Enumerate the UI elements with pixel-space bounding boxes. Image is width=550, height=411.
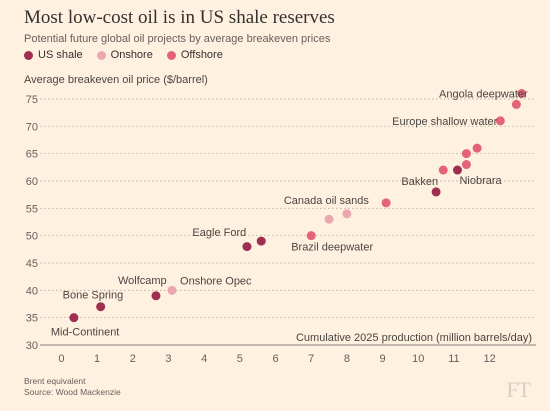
x-tick-label: 12 <box>483 353 495 365</box>
data-label: Europe shallow water <box>392 116 498 128</box>
data-points <box>69 88 527 323</box>
data-point <box>517 88 527 98</box>
data-label: Canada oil sands <box>284 195 370 207</box>
data-labels: Mid-Continent Bone Spring Wolfcamp Onshore … <box>51 88 528 338</box>
data-point <box>431 187 441 197</box>
y-tick-label: 50 <box>26 231 38 243</box>
x-tick-label: 1 <box>94 353 100 365</box>
onshore-swatch <box>96 50 106 60</box>
footnote-source: Source: Wood Mackenzie <box>24 387 121 397</box>
y-axis-label: Average breakeven oil price ($/barrel) <box>24 74 208 86</box>
y-tick-label: 65 <box>26 149 38 161</box>
x-tick-label: 5 <box>237 353 243 365</box>
data-point <box>167 285 177 295</box>
legend-item-us-shale: US shale <box>24 49 83 61</box>
y-tick-label: 70 <box>26 121 38 133</box>
data-label: Onshore Opec <box>180 275 252 287</box>
footnote-brent: Brent equivalent <box>24 376 86 386</box>
ft-logo: FT <box>506 377 531 402</box>
x-tick-label: 8 <box>344 353 350 365</box>
offshore-swatch <box>166 50 176 60</box>
legend-label-us-shale: US shale <box>38 49 83 61</box>
data-label: Mid-Continent <box>51 327 119 339</box>
data-label: Bakken <box>401 176 438 188</box>
data-point <box>461 149 471 159</box>
data-point <box>495 116 505 126</box>
data-label: Wolfcamp <box>118 275 167 287</box>
x-tick-label: 9 <box>379 353 385 365</box>
gridlines <box>40 98 536 346</box>
legend-item-offshore: Offshore <box>166 49 223 61</box>
chart-subtitle: Potential future global oil projects by … <box>24 33 331 45</box>
data-point <box>69 313 79 323</box>
data-label: Angola deepwater <box>439 88 528 100</box>
us-shale-swatch <box>24 50 33 60</box>
data-point <box>306 231 316 241</box>
data-label: Eagle Ford <box>192 227 246 239</box>
data-point <box>96 302 106 312</box>
data-point <box>151 291 161 301</box>
legend: US shale Onshore Offshore <box>24 49 223 61</box>
chart-title: Most low-cost oil is in US shale reserve… <box>24 7 335 28</box>
y-tick-label: 75 <box>26 94 38 106</box>
data-point <box>472 143 482 153</box>
x-axis-label: Cumulative 2025 production (million barr… <box>296 332 532 344</box>
legend-label-offshore: Offshore <box>180 49 223 61</box>
y-tick-label: 30 <box>26 340 38 352</box>
x-tick-label: 2 <box>130 353 136 365</box>
x-tick-label: 4 <box>201 353 207 365</box>
data-point <box>256 236 266 246</box>
data-label: Niobrara <box>459 175 502 187</box>
y-tick-label: 60 <box>26 176 38 188</box>
x-tick-label: 0 <box>58 353 64 365</box>
legend-item-onshore: Onshore <box>96 49 153 61</box>
data-point <box>242 242 252 252</box>
data-point <box>324 214 334 224</box>
data-point <box>342 209 352 219</box>
data-point <box>452 165 462 175</box>
x-tick-label: 3 <box>165 353 171 365</box>
y-tick-label: 45 <box>26 258 38 270</box>
data-label: Brazil deepwater <box>291 242 373 254</box>
data-point <box>511 99 521 109</box>
data-label: Bone Spring <box>63 290 124 302</box>
y-tick-label: 35 <box>26 313 38 325</box>
data-point <box>461 160 471 170</box>
x-tick-label: 11 <box>448 353 459 365</box>
y-tick-label: 40 <box>26 285 38 297</box>
x-tick-label: 6 <box>272 353 278 365</box>
data-point <box>438 165 448 175</box>
x-tick-label: 10 <box>412 353 424 365</box>
legend-label-onshore: Onshore <box>110 49 153 61</box>
y-tick-label: 55 <box>26 203 38 215</box>
data-point <box>381 198 391 208</box>
x-tick-label: 7 <box>308 353 314 365</box>
